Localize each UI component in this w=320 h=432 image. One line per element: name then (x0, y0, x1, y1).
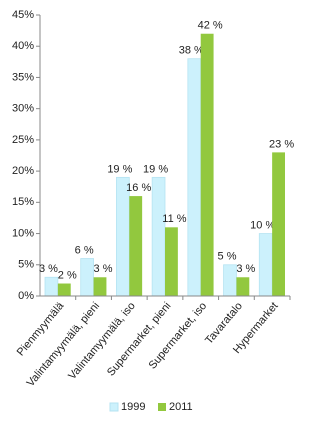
y-tick-label: 35% (12, 71, 34, 83)
value-label: 2 % (58, 269, 77, 281)
bar (116, 176, 130, 297)
bar (44, 276, 59, 297)
value-label: 3 % (39, 263, 58, 275)
x-tick-label: Valintamyymälä, iso (66, 300, 138, 382)
bar (165, 227, 178, 296)
legend-swatch (109, 402, 119, 412)
value-label: 23 % (269, 138, 294, 150)
y-tick-label: 15% (12, 196, 34, 208)
bar (272, 152, 285, 296)
y-tick-label: 30% (12, 103, 34, 115)
y-tick-label: 0% (18, 290, 34, 302)
value-label: 38 % (179, 45, 204, 57)
value-label: 5 % (218, 251, 237, 263)
bar (258, 233, 273, 297)
bar (151, 176, 166, 297)
y-tick-label: 45% (12, 9, 34, 21)
bar (93, 277, 107, 296)
value-label: 3 % (236, 263, 255, 275)
bar (223, 264, 237, 297)
y-tick-label: 10% (12, 227, 34, 239)
y-tick-label: 40% (12, 40, 34, 52)
y-tick-label: 25% (12, 134, 34, 146)
legend-label: 2011 (169, 401, 193, 413)
value-label: 19 % (143, 163, 168, 175)
y-tick-label: 20% (12, 165, 34, 177)
legend-swatch (158, 403, 166, 411)
value-label: 42 % (198, 20, 223, 32)
value-label: 10 % (250, 219, 275, 231)
value-label: 16 % (126, 182, 151, 194)
bar (80, 258, 94, 297)
x-tick-label: Supermarket, pieni (105, 300, 174, 378)
chart: 0%5%10%15%20%25%30%35%40%45%3 %6 %19 % 19… (12, 9, 294, 413)
bar (236, 277, 250, 296)
value-label: 3 % (94, 263, 113, 275)
legend-label: 1999 (121, 401, 145, 413)
bar (187, 58, 202, 297)
value-label: 6 % (75, 244, 94, 256)
y-tick-label: 5% (18, 259, 34, 271)
bar (200, 33, 214, 296)
bar (129, 196, 143, 296)
bar (57, 283, 71, 296)
value-label: 19 % (107, 163, 132, 175)
value-label: 11 % (162, 213, 186, 225)
